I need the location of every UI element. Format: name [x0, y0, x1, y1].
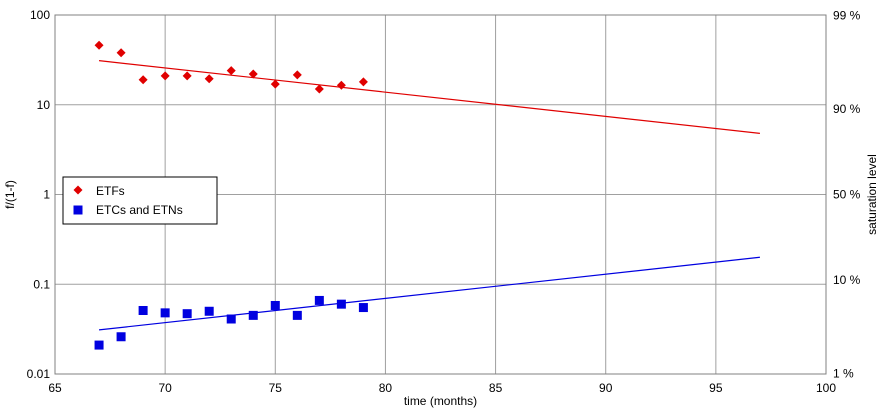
fit-line-1: [98, 256, 760, 331]
data-point: [248, 310, 258, 320]
data-point: [292, 70, 302, 80]
x-tick-label: 90: [599, 381, 613, 395]
y2-tick-labels: 99 % 90 % 50 % 10 % 1 %: [833, 8, 861, 380]
data-point: [116, 48, 126, 58]
fit-lines: [98, 60, 760, 331]
y2-tick-label: 90 %: [833, 102, 861, 116]
data-point: [160, 71, 170, 81]
y2-tick-label: 1 %: [833, 367, 854, 381]
y-tick-labels: 100 10 1 0.1 0.01: [27, 8, 51, 381]
data-point: [270, 79, 280, 89]
data-point: [160, 308, 170, 318]
y-tick-label: 0.01: [27, 367, 51, 381]
data-point: [336, 299, 346, 309]
data-point: [336, 80, 346, 90]
x-tick-label: 85: [489, 381, 503, 395]
data-point: [358, 303, 368, 313]
data-point: [116, 332, 126, 342]
data-point: [226, 314, 236, 324]
data-point: [270, 300, 280, 310]
data-point: [204, 306, 214, 316]
data-point: [204, 74, 214, 84]
grid: [55, 15, 826, 374]
legend-entry-etcs-etns: ETCs and ETNs: [96, 203, 183, 217]
data-point: [94, 340, 104, 350]
data-point: [182, 71, 192, 81]
y2-tick-label: 99 %: [833, 8, 861, 22]
x-tick-label: 65: [48, 381, 62, 395]
data-points: [94, 40, 368, 350]
plot-frame: [54, 14, 827, 375]
y-tick-label: 10: [37, 98, 51, 112]
legend-box: [62, 176, 218, 225]
data-point: [226, 66, 236, 76]
y-axis-label: f/(1-f): [3, 180, 17, 209]
data-point: [358, 77, 368, 87]
data-point: [182, 309, 192, 319]
data-point: [292, 310, 302, 320]
y-tick-label: 100: [30, 8, 50, 22]
fit-line-0: [98, 60, 760, 134]
data-point: [248, 69, 258, 79]
data-point: [138, 305, 148, 315]
x-tick-label: 70: [158, 381, 172, 395]
data-point: [94, 40, 104, 50]
legend-marker-etcs-etns: [73, 205, 83, 215]
y2-tick-label: 10 %: [833, 273, 861, 287]
data-point: [138, 75, 148, 85]
x-tick-label: 100: [816, 381, 836, 395]
x-axis-label: time (months): [404, 394, 477, 408]
y-tick-label: 0.1: [33, 277, 50, 291]
x-tick-label: 75: [269, 381, 283, 395]
x-tick-label: 95: [709, 381, 723, 395]
legend: ETFs ETCs and ETNs: [62, 176, 218, 225]
data-point: [314, 84, 324, 94]
y2-axis-label: saturation level: [865, 154, 879, 235]
y-tick-label: 1: [43, 188, 50, 202]
x-tick-labels: 65 70 75 80 85 90 95 100: [48, 381, 836, 395]
legend-marker-etfs: [73, 185, 83, 195]
legend-entry-etfs: ETFs: [96, 184, 125, 198]
y2-tick-label: 50 %: [833, 188, 861, 202]
data-point: [314, 295, 324, 305]
x-tick-label: 80: [379, 381, 393, 395]
